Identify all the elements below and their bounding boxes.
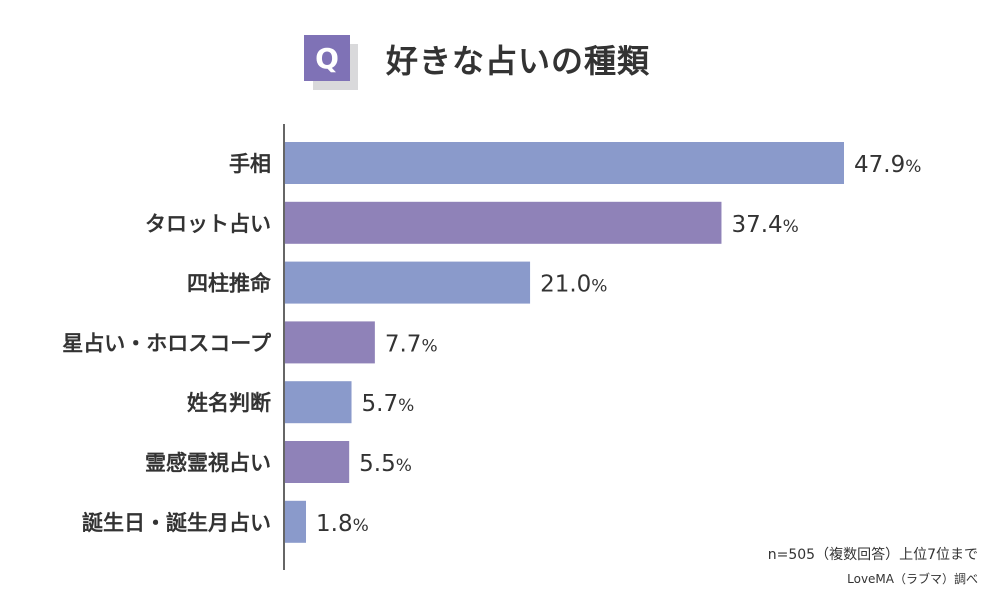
- source-note: LoveMA（ラブマ）調べ: [847, 572, 978, 586]
- bar: [285, 500, 307, 543]
- value-label: 21.0%: [540, 272, 607, 298]
- value-label: 37.4%: [731, 212, 798, 238]
- category-label: 姓名判断: [187, 391, 271, 415]
- category-label: 四柱推命: [187, 272, 272, 296]
- value-label: 5.5%: [359, 451, 412, 477]
- q-badge: Q: [304, 35, 350, 81]
- value-number: 5.5: [359, 451, 396, 477]
- value-label: 1.8%: [316, 511, 369, 537]
- bar: [285, 201, 722, 244]
- value-unit: %: [398, 396, 414, 416]
- value-number: 37.4: [731, 212, 782, 238]
- value-number: 1.8: [316, 511, 353, 537]
- value-unit: %: [591, 277, 607, 297]
- category-label: 誕生日・誕生月占い: [82, 511, 271, 535]
- bar: [285, 381, 352, 424]
- chart-title: 好きな占いの種類: [386, 42, 651, 80]
- category-label: 星占い・ホロスコープ: [62, 331, 272, 355]
- value-unit: %: [905, 157, 921, 177]
- value-label: 7.7%: [385, 331, 438, 357]
- value-label: 5.7%: [362, 391, 415, 417]
- bar: [285, 142, 844, 184]
- value-number: 5.7: [362, 391, 399, 417]
- bar: [285, 261, 531, 304]
- bar: [285, 441, 350, 483]
- value-unit: %: [353, 516, 369, 536]
- value-number: 21.0: [540, 272, 591, 298]
- category-label: 霊感霊視占い: [145, 451, 271, 475]
- value-unit: %: [396, 456, 412, 476]
- value-number: 7.7: [385, 331, 422, 357]
- value-unit: %: [783, 217, 799, 237]
- sample-note: n=505（複数回答）上位7位まで: [767, 547, 978, 563]
- value-unit: %: [421, 336, 437, 356]
- bar: [285, 321, 375, 364]
- category-label: 手相: [229, 152, 271, 176]
- category-label: タロット占い: [145, 212, 271, 236]
- value-label: 47.9%: [854, 152, 921, 178]
- value-number: 47.9: [854, 152, 905, 178]
